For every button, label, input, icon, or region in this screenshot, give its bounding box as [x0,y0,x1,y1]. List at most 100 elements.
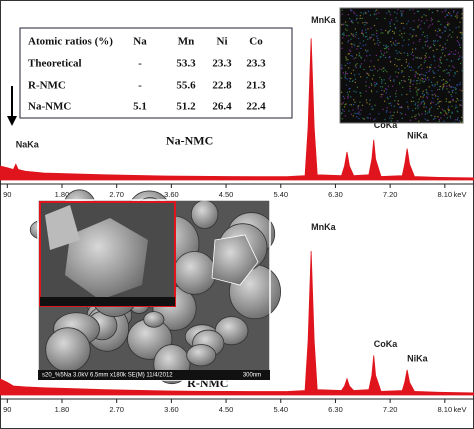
map-dot [400,106,402,109]
sem-grain [143,311,165,328]
map-dot [434,40,437,42]
map-dot [414,115,416,118]
map-dot [350,96,352,98]
map-dot [428,111,431,113]
map-dot [366,55,368,57]
map-dot [370,27,372,29]
map-dot [381,86,384,88]
map-dot [389,60,392,62]
map-dot [426,37,428,39]
map-dot [384,82,386,85]
map-dot [446,58,448,61]
map-dot [359,42,361,44]
map-dot [440,37,442,39]
map-dot [457,11,459,14]
map-dot [451,85,453,88]
map-dot [431,23,434,25]
map-dot [420,64,422,66]
sem-caption: s20_%5Na 3.0kV 6.5mm x180k SE(M) 11/4/20… [42,373,173,379]
map-dot [419,24,421,26]
map-dot [361,104,364,106]
map-dot [449,101,451,104]
map-dot [342,109,344,111]
table-header: Atomic ratios (%) [28,36,113,48]
map-dot [369,113,371,115]
map-dot [446,85,448,87]
map-dot [422,96,424,98]
map-dot [397,100,399,102]
map-dot [395,93,397,95]
map-dot [456,97,458,100]
map-dot [341,67,343,69]
map-dot [411,116,413,118]
map-dot [432,85,434,87]
map-dot [393,32,395,35]
map-dot [430,102,432,105]
map-dot [399,30,401,32]
map-dot [417,77,419,79]
map-dot [417,79,419,82]
map-dot [362,117,364,119]
map-dot [354,65,356,67]
map-dot [401,36,403,38]
map-dot [365,90,367,92]
map-dot [393,79,395,81]
map-dot [359,91,361,94]
map-dot [347,97,349,99]
map-dot [343,106,346,108]
x-tick-label: 4.50 [219,190,234,199]
map-dot [418,65,420,68]
map-dot [450,117,452,119]
map-dot [410,66,413,68]
map-dot [439,66,441,68]
map-dot [428,110,430,112]
map-dot [393,43,396,46]
map-dot [389,102,392,104]
map-dot [401,70,404,72]
map-dot [380,55,382,58]
map-dot [437,98,439,100]
map-dot [431,90,433,92]
map-dot [374,43,376,45]
map-dot [461,32,463,34]
map-dot [440,100,442,103]
map-dot [412,109,414,112]
map-dot [370,60,372,62]
map-dot [424,35,426,38]
map-dot [395,71,397,73]
map-dot [445,98,448,100]
map-dot [341,91,343,93]
map-dot [460,99,462,102]
map-dot [430,64,432,66]
map-dot [396,65,398,67]
sem-grain [45,327,91,373]
map-dot [415,118,417,120]
map-dot [388,57,390,59]
map-dot [389,25,391,27]
map-dot [393,105,396,107]
map-dot [384,118,386,121]
map-dot [345,84,348,86]
map-dot [425,89,427,91]
map-dot [445,47,447,49]
map-dot [425,106,428,108]
map-dot [419,74,421,76]
map-dot [448,109,450,111]
map-dot [366,77,368,79]
map-dot [402,45,404,47]
map-dot [440,62,443,64]
map-dot [391,117,393,120]
map-dot [352,33,354,35]
map-dot [415,72,417,74]
map-dot [456,84,458,86]
map-dot [369,14,372,16]
map-dot [418,120,420,122]
map-dot [376,17,378,20]
map-dot [438,120,440,122]
map-dot [456,106,458,108]
map-dot [411,51,414,53]
map-dot [393,111,395,113]
map-dot [342,72,344,74]
map-dot [345,59,347,61]
